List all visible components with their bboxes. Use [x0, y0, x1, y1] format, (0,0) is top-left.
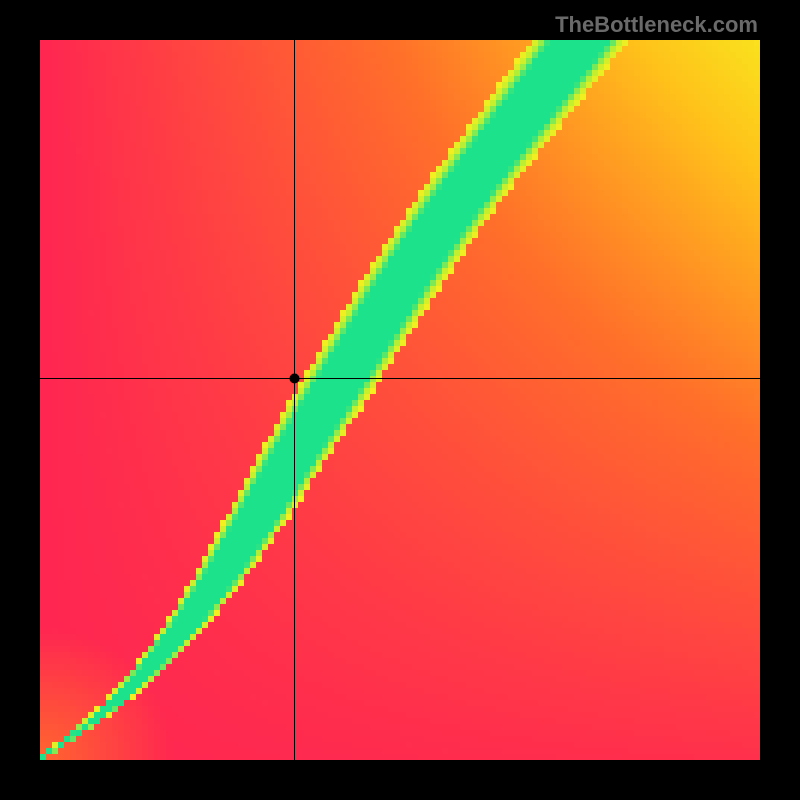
bottleneck-heatmap: [40, 40, 760, 760]
watermark-text: TheBottleneck.com: [555, 12, 758, 38]
chart-container: TheBottleneck.com: [0, 0, 800, 800]
